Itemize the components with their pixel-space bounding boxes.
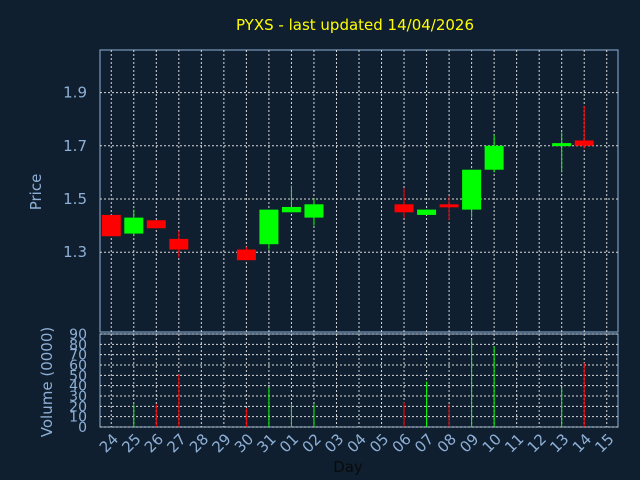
volume-y-tick-label: 20 <box>69 399 87 415</box>
candle-body <box>304 204 324 218</box>
volume-y-tick-label: 90 <box>69 327 87 343</box>
volume-y-tick-label: 50 <box>69 368 87 384</box>
volume-y-tick-label: 80 <box>69 337 87 353</box>
candle-body <box>417 209 437 215</box>
volume-y-tick-label: 60 <box>69 358 87 374</box>
volume-y-tick-label: 40 <box>69 379 87 395</box>
candle-body <box>484 145 504 170</box>
candles <box>101 105 594 261</box>
candle-body <box>169 238 189 250</box>
price-y-tick-label: 1.5 <box>63 190 87 208</box>
price-y-ticks: 1.3 1.5 1.7 1.9 <box>63 84 87 262</box>
volume-bars <box>133 339 585 427</box>
volume-y-tick-label: 70 <box>69 348 87 364</box>
price-axis-label: Price <box>27 174 45 211</box>
candle-body <box>124 217 144 234</box>
price-y-tick-label: 1.7 <box>63 137 87 155</box>
candle-body <box>281 206 301 213</box>
price-y-tick-label: 1.9 <box>63 84 87 102</box>
candle-body <box>236 249 256 261</box>
volume-grid <box>100 333 618 428</box>
volume-y-tick-label: 30 <box>69 389 87 405</box>
x-tick-label: 15 <box>591 430 617 456</box>
x-tick-labels: 2425262728293031010203040506070809101112… <box>96 430 618 456</box>
volume-y-tick-label: 0 <box>78 420 87 436</box>
candle-body <box>439 204 459 208</box>
price-y-tick-label: 1.3 <box>63 243 87 261</box>
volume-y-tick-label: 10 <box>69 410 87 426</box>
candle-body <box>462 169 482 210</box>
x-axis-label: Day <box>333 458 363 476</box>
candle-body <box>101 214 121 237</box>
candle-body <box>146 220 166 229</box>
candle-body <box>394 204 414 213</box>
candle-body <box>552 143 572 147</box>
chart-title: PYXS - last updated 14/04/2026 <box>236 16 474 34</box>
candle-body <box>259 209 279 245</box>
volume-axis-label: Volume (0000) <box>38 327 56 437</box>
candle-body <box>574 140 594 146</box>
price-grid <box>100 50 618 332</box>
